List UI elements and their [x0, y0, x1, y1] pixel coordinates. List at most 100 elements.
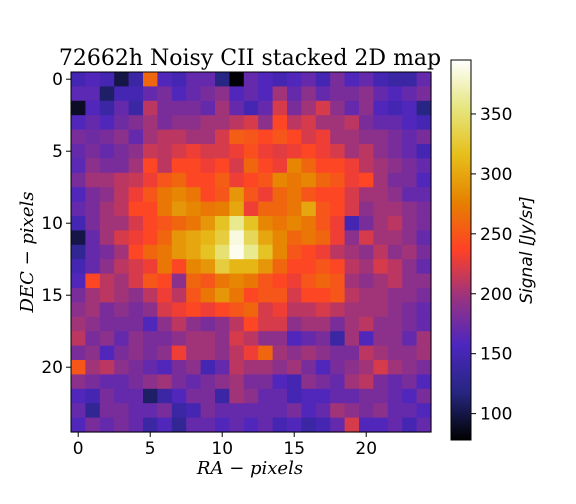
heatmap-cell [359, 158, 374, 174]
heatmap-cell [359, 187, 374, 203]
heatmap-cell [128, 259, 144, 275]
heatmap-cell [402, 403, 418, 419]
heatmap-cell [402, 259, 418, 275]
heatmap-cell [229, 100, 245, 116]
heatmap-cell [215, 302, 230, 318]
heatmap-cell [315, 403, 331, 419]
heatmap-cell [258, 331, 274, 347]
heatmap-cell [215, 417, 230, 433]
heatmap-cell [359, 345, 374, 361]
heatmap-cell [243, 230, 259, 246]
heatmap-cell [416, 115, 432, 131]
heatmap-cell [344, 288, 360, 303]
heatmap-cell [387, 201, 403, 217]
heatmap-cell [114, 72, 130, 87]
heatmap-cell [215, 331, 230, 347]
heatmap-cell [186, 403, 202, 419]
heatmap-cell [416, 288, 432, 303]
heatmap-cell [344, 345, 360, 361]
plot-frame [70, 71, 432, 433]
heatmap-cell [272, 302, 288, 318]
heatmap-cell [272, 244, 288, 260]
heatmap-cell [200, 388, 216, 404]
heatmap-cell [143, 244, 158, 260]
heatmap-cell [359, 244, 374, 260]
heatmap-cell [114, 417, 130, 433]
heatmap-cell [344, 273, 360, 289]
heatmap-cell [258, 201, 274, 217]
heatmap-cell [186, 316, 202, 332]
heatmap-cell [215, 403, 230, 419]
heatmap-cell [272, 216, 288, 231]
heatmap-cell [128, 115, 144, 131]
heatmap-cell [171, 72, 187, 87]
heatmap-cell [229, 158, 245, 174]
heatmap-cell [200, 201, 216, 217]
heatmap-cell [229, 360, 245, 375]
heatmap-cell [258, 86, 274, 102]
heatmap-cell [114, 273, 130, 289]
heatmap-cell [229, 216, 245, 231]
heatmap-cell [359, 129, 374, 145]
heatmap-cell [128, 244, 144, 260]
heatmap-cell [186, 86, 202, 102]
heatmap-cell [387, 187, 403, 203]
heatmap-cell [402, 288, 418, 303]
heatmap-cell [186, 244, 202, 260]
heatmap-cell [157, 388, 173, 404]
colorbar [450, 59, 472, 441]
heatmap-cell [143, 201, 158, 217]
heatmap-cell [99, 201, 115, 217]
heatmap-cell [128, 316, 144, 332]
heatmap-cell [344, 259, 360, 275]
heatmap-cell [402, 388, 418, 404]
heatmap-cell [171, 360, 187, 375]
x-tick-label: 15 [283, 439, 305, 459]
colorbar-tick-label: 350 [480, 105, 512, 125]
heatmap-cell [85, 417, 101, 433]
heatmap-cell [287, 244, 302, 260]
heatmap-cell [272, 158, 288, 174]
heatmap-cell [301, 115, 317, 131]
heatmap-cell [157, 244, 173, 260]
heatmap-cell [114, 100, 130, 116]
heatmap-cell [229, 288, 245, 303]
heatmap-cell [243, 72, 259, 87]
chart-title: 72662h Noisy CII stacked 2D map [59, 46, 441, 71]
heatmap-cell [344, 144, 360, 159]
heatmap-cell [85, 273, 101, 289]
heatmap-cell [301, 417, 317, 433]
heatmap-cell [359, 302, 374, 318]
heatmap-cell [128, 374, 144, 390]
heatmap-cell [215, 115, 230, 131]
heatmap-cell [330, 201, 346, 217]
heatmap-cell [387, 403, 403, 419]
heatmap-cell [99, 273, 115, 289]
heatmap-cell [359, 201, 374, 217]
heatmap-cell [215, 100, 230, 116]
heatmap-cell [229, 417, 245, 433]
heatmap-cell [143, 288, 158, 303]
heatmap-cell [157, 403, 173, 419]
heatmap-cell [85, 259, 101, 275]
heatmap-cell [157, 144, 173, 159]
heatmap-cell [301, 72, 317, 87]
heatmap-cell [272, 144, 288, 159]
heatmap-cell [373, 360, 389, 375]
heatmap-cell [301, 273, 317, 289]
heatmap-cell [373, 302, 389, 318]
heatmap-cell [71, 144, 86, 159]
heatmap-cell [258, 230, 274, 246]
heatmap-cell [85, 360, 101, 375]
heatmap-cell [387, 115, 403, 131]
heatmap-cell [128, 331, 144, 347]
heatmap-cell [287, 129, 302, 145]
heatmap-cell [315, 288, 331, 303]
heatmap-cell [171, 403, 187, 419]
heatmap-cell [258, 216, 274, 231]
heatmap-cell [171, 273, 187, 289]
heatmap-cell [272, 100, 288, 116]
heatmap-cell [402, 360, 418, 375]
heatmap-cell [114, 403, 130, 419]
